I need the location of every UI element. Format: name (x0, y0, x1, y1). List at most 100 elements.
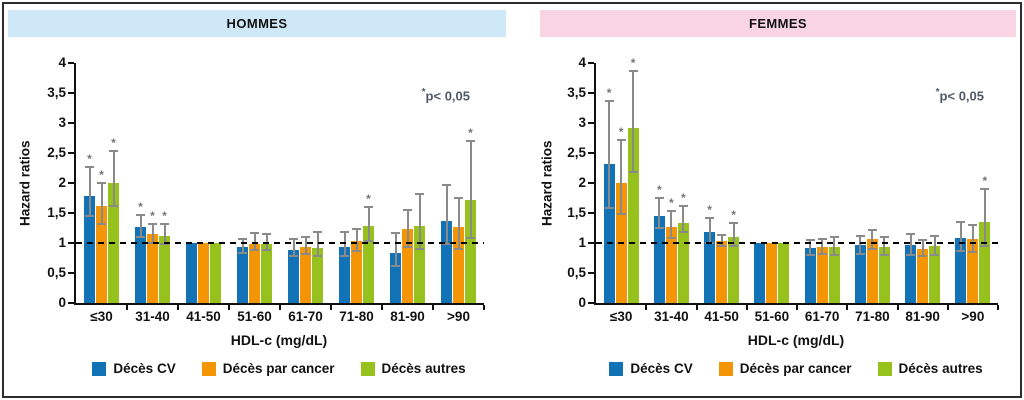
x-tick (745, 305, 748, 310)
error-bar-cap (968, 251, 978, 253)
sig-asterisk: * (731, 208, 736, 223)
y-tick (68, 302, 74, 304)
error-bar (883, 237, 886, 255)
x-tick (846, 305, 849, 310)
y-tick (68, 242, 74, 244)
bar (878, 247, 890, 303)
bar (854, 245, 866, 303)
sig-asterisk: * (99, 168, 104, 182)
error-bar (418, 193, 421, 249)
legend-item: Décès par cancer (718, 361, 852, 376)
y-tick (588, 122, 594, 124)
panel-title: HOMMES (226, 16, 288, 31)
significance-note: *p< 0,05 (936, 87, 984, 103)
sig-asterisk: * (87, 151, 92, 166)
bar (866, 238, 878, 303)
error-bar-cap (136, 214, 145, 217)
error-bar-cap (313, 254, 322, 257)
bar (414, 225, 425, 303)
bar (828, 247, 840, 303)
error-bar (632, 70, 635, 172)
bar (754, 243, 766, 303)
sig-asterisk: * (162, 209, 167, 224)
y-tick-label: 3,5 (47, 85, 66, 100)
bar (603, 164, 615, 303)
x-category-label: 51-60 (754, 309, 790, 324)
bar (917, 249, 929, 303)
error-bar (620, 139, 623, 215)
x-category-label: >90 (447, 309, 470, 324)
y-tick (68, 212, 74, 214)
legend-label: Décès autres (898, 361, 983, 376)
error-bar-cap (918, 255, 928, 258)
y-tick-label: 1,5 (47, 205, 66, 220)
y-tick (588, 182, 594, 184)
x-category-label: 31-40 (654, 309, 689, 324)
error-bar-cap (879, 254, 889, 256)
legend-swatch (718, 361, 733, 376)
y-tick (588, 92, 594, 94)
y-tick (68, 122, 74, 124)
x-category-label: >90 (961, 309, 985, 324)
legend-item: Décès CV (609, 361, 693, 376)
panel-title: FEMMES (748, 16, 807, 31)
bar (955, 238, 967, 303)
bar (716, 240, 728, 303)
error-bar-cap (616, 138, 626, 141)
error-bar (253, 233, 256, 250)
error-bar-cap (705, 216, 715, 219)
error-bar-cap (85, 215, 94, 217)
y-tick-label: 0 (578, 295, 586, 310)
legend: Décès CV Décès par cancer Décès autres (74, 361, 484, 376)
error-bar-cap (97, 223, 106, 226)
error-bar-cap (855, 234, 865, 237)
error-bar-cap (628, 170, 638, 173)
bar (766, 243, 778, 303)
error-bar-cap (918, 239, 928, 241)
error-bar-cap (817, 237, 827, 240)
error-bar (241, 239, 244, 254)
bar (967, 239, 979, 303)
error-bar (445, 184, 448, 245)
error-bar-cap (85, 165, 94, 168)
bar (627, 128, 639, 303)
error-bar (809, 240, 812, 255)
bar (351, 241, 362, 303)
y-tick (68, 182, 74, 184)
sig-asterisk: * (982, 174, 988, 188)
y-tick (68, 62, 74, 64)
sig-asterisk: * (111, 136, 116, 151)
bar (704, 231, 716, 303)
legend-item: Décès autres (877, 361, 983, 376)
bar (653, 216, 665, 303)
error-bar-cap (238, 252, 247, 255)
bar (363, 226, 374, 303)
error-bar-cap (805, 239, 815, 241)
error-bar (833, 237, 836, 255)
error-bar (151, 224, 154, 243)
x-tick (896, 305, 899, 310)
error-bar (608, 101, 611, 209)
significance-star: * (935, 87, 940, 98)
error-bar-cap (678, 205, 688, 208)
error-bar-cap (262, 233, 271, 235)
error-bar (304, 237, 307, 255)
error-bar (469, 141, 472, 239)
error-bar-cap (817, 252, 827, 255)
bar (804, 248, 816, 303)
error-bar (933, 235, 936, 255)
error-bar (394, 232, 397, 266)
error-bar-cap (666, 236, 676, 239)
x-tick (645, 305, 648, 310)
error-bar-cap (654, 197, 664, 199)
panel-hommes: HOMMES Hazard ratios *p< 0,05 0 0,5 1 1,5 2 2… (8, 10, 506, 392)
panel-title-band-hommes: HOMMES (8, 10, 506, 37)
error-bar-cap (109, 204, 118, 207)
error-bar-cap (678, 231, 688, 234)
x-category-label: 61-70 (804, 309, 840, 324)
reference-line (76, 242, 484, 244)
error-bar (88, 166, 91, 216)
error-bar-cap (250, 248, 259, 251)
y-tick (588, 302, 594, 304)
error-bar-cap (442, 243, 451, 246)
